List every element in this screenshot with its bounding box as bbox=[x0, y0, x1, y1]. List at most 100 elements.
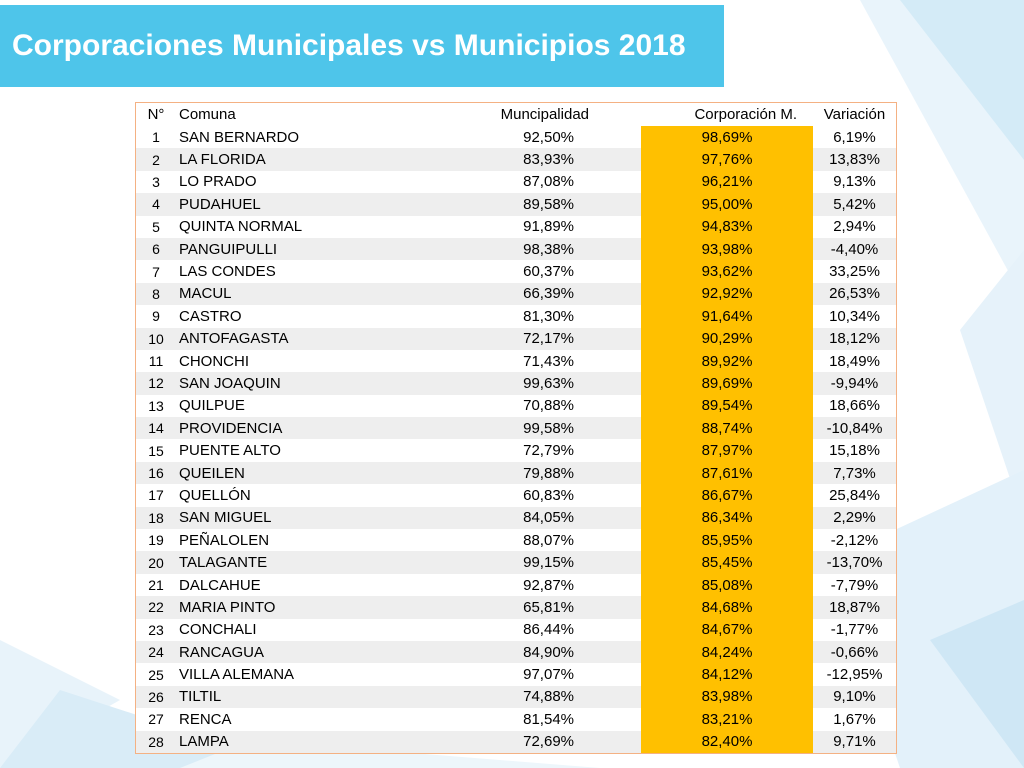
header-cell-municipalidad: Muncipalidad bbox=[500, 106, 589, 123]
corporacion-cell: 82,40% bbox=[641, 730, 813, 754]
comuna-cell: MARIA PINTO bbox=[176, 596, 409, 619]
number-cell: 17 bbox=[135, 484, 176, 507]
table-row: 5 QUINTA NORMAL 91,89% 94,83% 2,94% bbox=[135, 215, 897, 238]
variacion-cell: 6,19% bbox=[813, 126, 897, 149]
number-cell: 2 bbox=[135, 148, 176, 171]
comuna-cell: PEÑALOLEN bbox=[176, 529, 409, 552]
table-row: 16 QUEILEN 79,88% 87,61% 7,73% bbox=[135, 461, 897, 485]
corporacion-cell: 96,21% bbox=[641, 170, 813, 194]
number-cell: 20 bbox=[135, 551, 176, 574]
municipalidad-cell: 72,17% bbox=[409, 327, 641, 350]
number-cell: 16 bbox=[135, 461, 176, 485]
title-bar: Corporaciones Municipales vs Municipios … bbox=[0, 5, 724, 87]
table-row: 26 TILTIL 74,88% 83,98% 9,10% bbox=[135, 685, 897, 709]
header-cell-number: N° bbox=[147, 106, 165, 123]
variacion-cell: -13,70% bbox=[813, 551, 897, 574]
table-row: 6 PANGUIPULLI 98,38% 93,98% -4,40% bbox=[135, 237, 897, 261]
municipalidad-cell: 99,58% bbox=[409, 417, 641, 440]
municipalidad-cell: 81,54% bbox=[409, 708, 641, 731]
comuna-cell: SAN MIGUEL bbox=[176, 506, 409, 530]
table-row: 1 SAN BERNARDO 92,50% 98,69% 6,19% bbox=[135, 126, 897, 149]
variacion-cell: 25,84% bbox=[813, 484, 897, 507]
number-cell: 13 bbox=[135, 394, 176, 418]
municipalidad-cell: 72,79% bbox=[409, 439, 641, 462]
table-row: 19 PEÑALOLEN 88,07% 85,95% -2,12% bbox=[135, 529, 897, 552]
comuna-cell: SAN JOAQUIN bbox=[176, 372, 409, 395]
variacion-cell: 2,29% bbox=[813, 506, 897, 530]
municipalidad-cell: 87,08% bbox=[409, 170, 641, 194]
comuna-cell: CONCHALI bbox=[176, 618, 409, 641]
corporacion-cell: 87,61% bbox=[641, 461, 813, 485]
corporacion-cell: 85,08% bbox=[641, 573, 813, 597]
table-row: 23 CONCHALI 86,44% 84,67% -1,77% bbox=[135, 618, 897, 641]
number-cell: 7 bbox=[135, 260, 176, 283]
table-row: 24 RANCAGUA 84,90% 84,24% -0,66% bbox=[135, 640, 897, 664]
municipalidad-cell: 92,50% bbox=[409, 126, 641, 149]
corporacion-cell: 93,98% bbox=[641, 237, 813, 261]
variacion-cell: -4,40% bbox=[813, 237, 897, 261]
variacion-cell: 5,42% bbox=[813, 193, 897, 216]
municipalidad-cell: 81,30% bbox=[409, 305, 641, 328]
comuna-cell: ANTOFAGASTA bbox=[176, 327, 409, 350]
table-row: 18 SAN MIGUEL 84,05% 86,34% 2,29% bbox=[135, 506, 897, 530]
municipalidad-cell: 66,39% bbox=[409, 282, 641, 306]
comuna-cell: QUELLÓN bbox=[176, 484, 409, 507]
comuna-cell: LA FLORIDA bbox=[176, 148, 409, 171]
number-cell: 10 bbox=[135, 327, 176, 350]
number-cell: 19 bbox=[135, 529, 176, 552]
comuna-cell: LO PRADO bbox=[176, 170, 409, 194]
comuna-cell: SAN BERNARDO bbox=[176, 126, 409, 149]
table-row: 21 DALCAHUE 92,87% 85,08% -7,79% bbox=[135, 573, 897, 597]
table-row: 11 CHONCHI 71,43% 89,92% 18,49% bbox=[135, 349, 897, 373]
comuna-cell: QUINTA NORMAL bbox=[176, 215, 409, 238]
municipalidad-cell: 99,63% bbox=[409, 372, 641, 395]
table-row: 22 MARIA PINTO 65,81% 84,68% 18,87% bbox=[135, 596, 897, 619]
municipalidad-cell: 92,87% bbox=[409, 573, 641, 597]
municipalidad-cell: 99,15% bbox=[409, 551, 641, 574]
municipalidad-cell: 97,07% bbox=[409, 663, 641, 686]
variacion-cell: -0,66% bbox=[813, 640, 897, 664]
comuna-cell: RENCA bbox=[176, 708, 409, 731]
page-title: Corporaciones Municipales vs Municipios … bbox=[12, 29, 686, 62]
table-row: 10 ANTOFAGASTA 72,17% 90,29% 18,12% bbox=[135, 327, 897, 350]
table-row: 28 LAMPA 72,69% 82,40% 9,71% bbox=[135, 730, 897, 754]
table-row: 12 SAN JOAQUIN 99,63% 89,69% -9,94% bbox=[135, 372, 897, 395]
corporacion-cell: 89,69% bbox=[641, 372, 813, 395]
variacion-cell: -1,77% bbox=[813, 618, 897, 641]
variacion-cell: 1,67% bbox=[813, 708, 897, 731]
number-cell: 15 bbox=[135, 439, 176, 462]
table-row: 8 MACUL 66,39% 92,92% 26,53% bbox=[135, 282, 897, 306]
number-cell: 22 bbox=[135, 596, 176, 619]
number-cell: 4 bbox=[135, 193, 176, 216]
corporacion-cell: 86,34% bbox=[641, 506, 813, 530]
corporacion-cell: 90,29% bbox=[641, 327, 813, 350]
number-cell: 9 bbox=[135, 305, 176, 328]
corporacion-cell: 89,54% bbox=[641, 394, 813, 418]
corporacion-cell: 85,95% bbox=[641, 529, 813, 552]
variacion-cell: 26,53% bbox=[813, 282, 897, 306]
corporacion-cell: 89,92% bbox=[641, 349, 813, 373]
corporacion-cell: 98,69% bbox=[641, 126, 813, 149]
table-row: 13 QUILPUE 70,88% 89,54% 18,66% bbox=[135, 394, 897, 418]
variacion-cell: -2,12% bbox=[813, 529, 897, 552]
comuna-cell: TALAGANTE bbox=[176, 551, 409, 574]
number-cell: 26 bbox=[135, 685, 176, 709]
number-cell: 23 bbox=[135, 618, 176, 641]
variacion-cell: 7,73% bbox=[813, 461, 897, 485]
comuna-cell: PROVIDENCIA bbox=[176, 417, 409, 440]
comuna-cell: MACUL bbox=[176, 282, 409, 306]
variacion-cell: -7,79% bbox=[813, 573, 897, 597]
number-cell: 24 bbox=[135, 640, 176, 664]
comuna-cell: PANGUIPULLI bbox=[176, 237, 409, 261]
number-cell: 8 bbox=[135, 282, 176, 306]
table-row: 3 LO PRADO 87,08% 96,21% 9,13% bbox=[135, 170, 897, 194]
municipalidad-cell: 79,88% bbox=[409, 461, 641, 485]
table-body: 1 SAN BERNARDO 92,50% 98,69% 6,19% 2 LA FLORID… bbox=[135, 126, 897, 754]
municipalidad-cell: 84,05% bbox=[409, 506, 641, 530]
table-row: 2 LA FLORIDA 83,93% 97,76% 13,83% bbox=[135, 148, 897, 171]
variacion-cell: 10,34% bbox=[813, 305, 897, 328]
number-cell: 18 bbox=[135, 506, 176, 530]
table-row: 17 QUELLÓN 60,83% 86,67% 25,84% bbox=[135, 484, 897, 507]
table-row: 27 RENCA 81,54% 83,21% 1,67% bbox=[135, 708, 897, 731]
number-cell: 11 bbox=[135, 349, 176, 373]
